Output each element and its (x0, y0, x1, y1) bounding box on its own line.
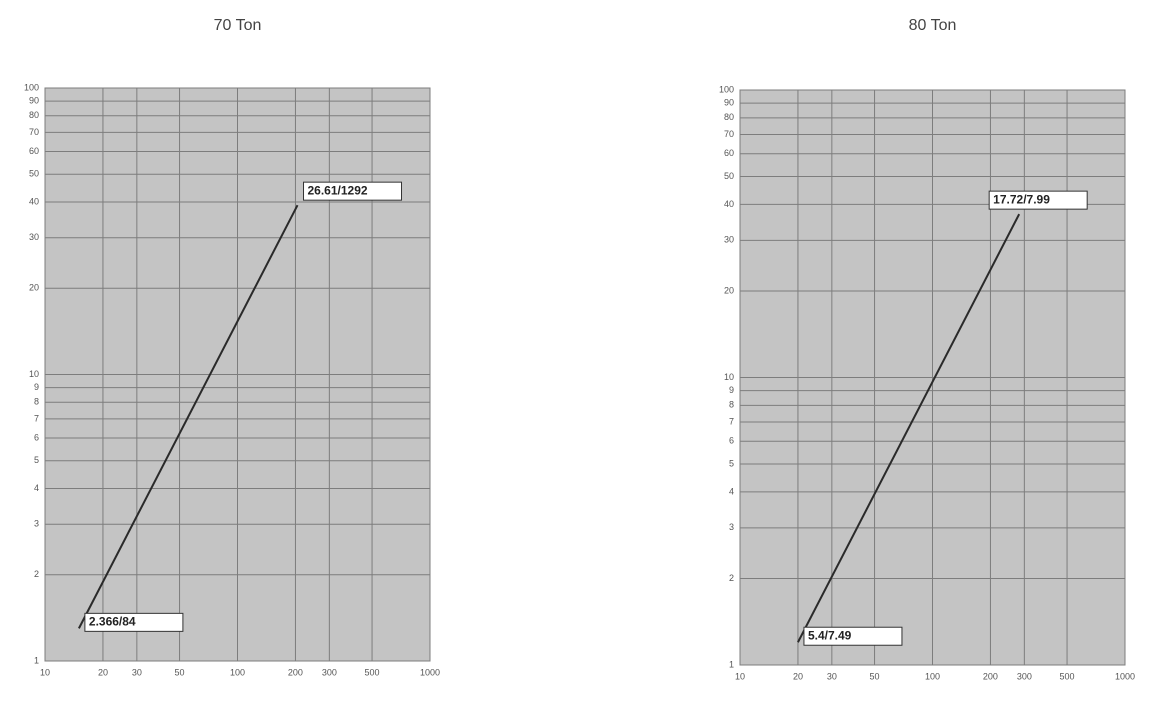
x-tick-label: 50 (870, 671, 880, 681)
x-tick-label: 200 (983, 671, 998, 681)
y-tick-label: 100 (24, 82, 39, 92)
y-tick-label: 5 (34, 455, 39, 465)
y-tick-label: 4 (729, 486, 734, 496)
y-tick-label: 7 (34, 413, 39, 423)
x-tick-label: 200 (288, 667, 303, 677)
x-tick-label: 1000 (1115, 671, 1135, 681)
y-tick-label: 8 (729, 400, 734, 410)
x-tick-label: 300 (1017, 671, 1032, 681)
annotation: 2.366/84 (89, 615, 136, 629)
y-tick-label: 9 (729, 385, 734, 395)
x-tick-label: 100 (230, 667, 245, 677)
y-tick-label: 90 (29, 95, 39, 105)
data-line (797, 213, 1021, 643)
x-tick-label: 30 (827, 671, 837, 681)
y-tick-label: 100 (719, 84, 734, 94)
data-line (78, 204, 299, 629)
y-tick-label: 9 (34, 382, 39, 392)
y-tick-label: 60 (724, 148, 734, 158)
y-tick-label: 90 (724, 98, 734, 108)
y-tick-label: 50 (724, 171, 734, 181)
y-tick-label: 4 (34, 483, 39, 493)
annotation: 17.72/7.99 (993, 192, 1050, 206)
y-tick-label: 10 (724, 372, 734, 382)
y-tick-label: 20 (29, 283, 39, 293)
x-tick-label: 20 (98, 667, 108, 677)
y-tick-label: 1 (729, 659, 734, 669)
y-tick-label: 2 (34, 569, 39, 579)
y-tick-label: 40 (29, 196, 39, 206)
y-tick-label: 3 (729, 522, 734, 532)
x-tick-label: 1000 (420, 667, 440, 677)
y-tick-label: 30 (29, 232, 39, 242)
y-tick-label: 70 (29, 127, 39, 137)
x-tick-label: 300 (322, 667, 337, 677)
x-tick-label: 100 (925, 671, 940, 681)
y-tick-label: 3 (34, 519, 39, 529)
y-tick-label: 60 (29, 146, 39, 156)
y-tick-label: 80 (29, 110, 39, 120)
x-tick-label: 30 (132, 667, 142, 677)
annotation-box (84, 612, 184, 632)
y-tick-label: 6 (729, 436, 734, 446)
chart-title: 80 Ton (909, 17, 957, 34)
y-tick-label: 30 (724, 235, 734, 245)
annotation: 26.61/1292 (308, 183, 368, 197)
annotation: 5.4/7.49 (808, 628, 852, 642)
x-tick-label: 20 (793, 671, 803, 681)
y-tick-label: 10 (29, 369, 39, 379)
y-tick-label: 5 (729, 458, 734, 468)
y-tick-label: 6 (34, 432, 39, 442)
y-tick-label: 80 (724, 112, 734, 122)
x-tick-label: 500 (1060, 671, 1075, 681)
x-tick-label: 500 (365, 667, 380, 677)
y-tick-label: 50 (29, 169, 39, 179)
x-tick-label: 10 (40, 667, 50, 677)
x-tick-label: 10 (735, 671, 745, 681)
y-tick-label: 70 (724, 129, 734, 139)
x-tick-label: 50 (175, 667, 185, 677)
y-tick-label: 2 (729, 573, 734, 583)
y-tick-label: 20 (724, 285, 734, 295)
y-tick-label: 8 (34, 397, 39, 407)
y-tick-label: 40 (724, 199, 734, 209)
annotation-box (988, 190, 1088, 210)
annotation-box (303, 181, 403, 201)
annotation-box (803, 626, 903, 646)
y-tick-label: 1 (34, 655, 39, 665)
y-tick-label: 7 (729, 416, 734, 426)
chart-title: 70 Ton (214, 17, 262, 34)
